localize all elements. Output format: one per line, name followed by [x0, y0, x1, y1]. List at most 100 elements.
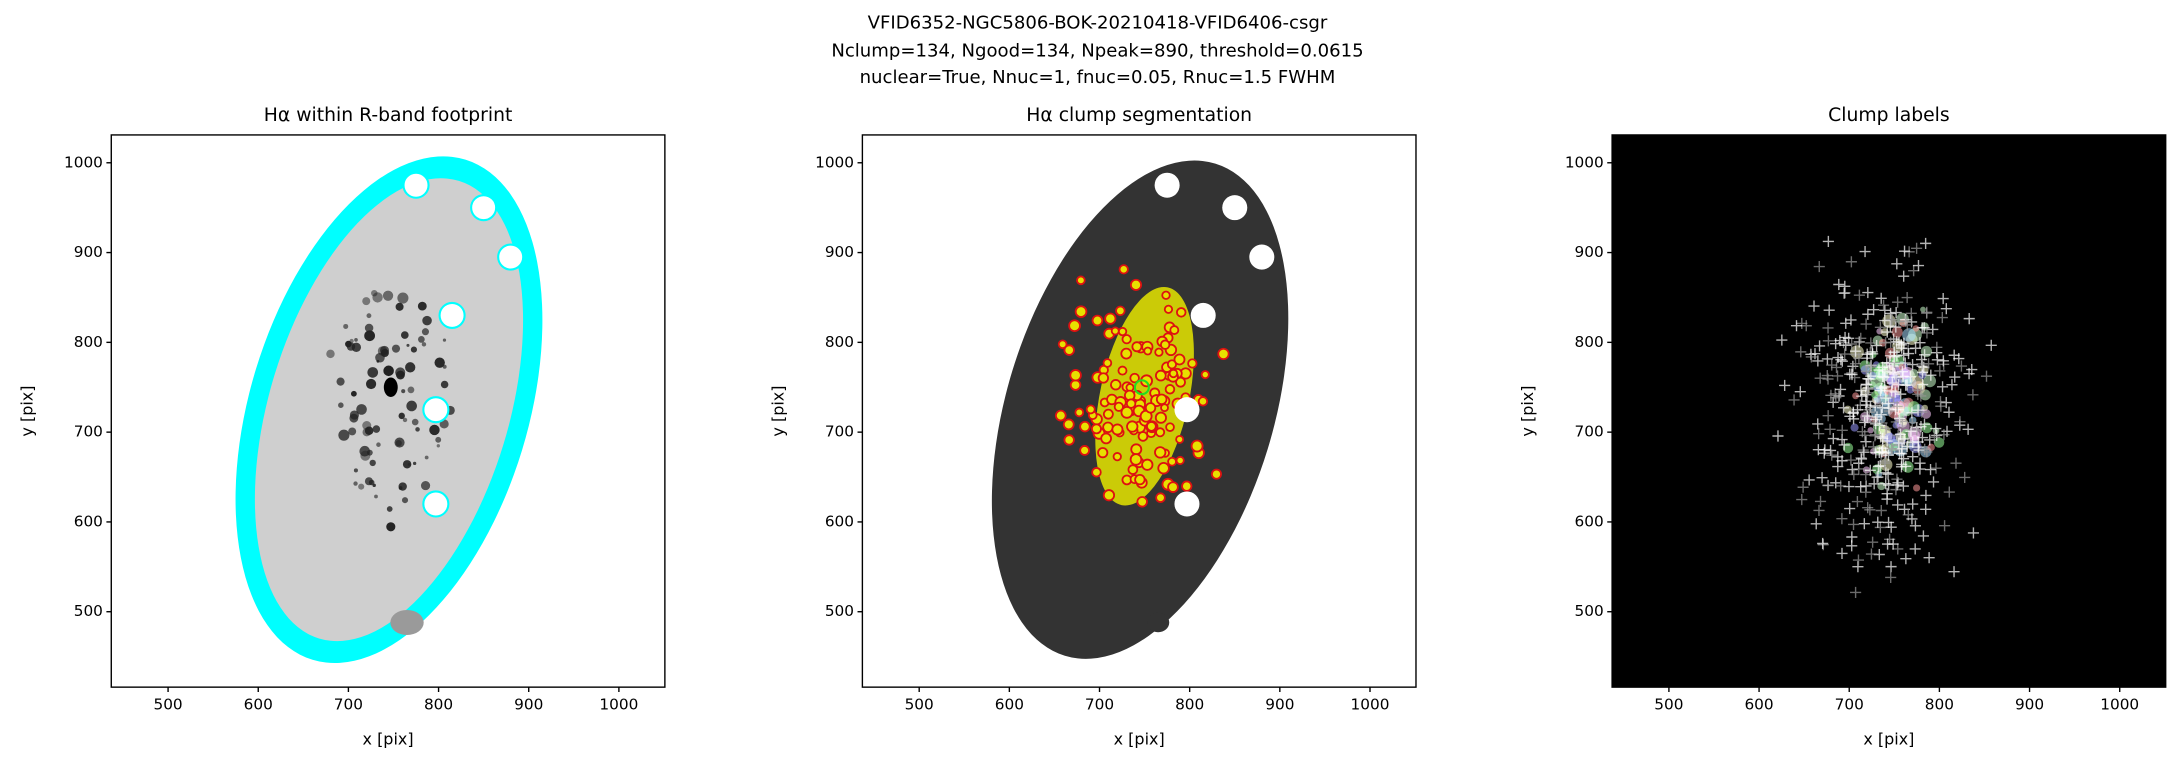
clump	[1068, 319, 1081, 333]
peak-marker	[1967, 527, 1979, 539]
peak-marker	[1882, 397, 1894, 410]
image	[991, 160, 1289, 659]
peak-marker	[1868, 478, 1880, 490]
peak-marker	[1814, 372, 1826, 384]
peak-marker	[1822, 373, 1834, 385]
peak-marker	[1850, 345, 1862, 357]
clump	[1167, 481, 1179, 493]
clump-label	[1850, 423, 1859, 432]
emission-knot	[401, 497, 409, 504]
peak-marker	[1885, 336, 1897, 348]
peak-marker	[1907, 498, 1919, 510]
suptitle: nuclear=True, Nnuc=1, fnuc=0.05, Rnuc=1.…	[860, 67, 1336, 88]
peak-marker	[1880, 392, 1892, 404]
peak-marker	[1845, 256, 1857, 268]
clump	[1097, 372, 1109, 384]
emission-knot	[326, 349, 335, 359]
clump-label	[1902, 328, 1916, 342]
clump	[1069, 379, 1082, 391]
peak-marker	[1879, 365, 1891, 377]
peak-marker	[1946, 379, 1958, 391]
emission-knot	[412, 461, 417, 466]
star-mask	[1249, 244, 1275, 270]
peak-marker	[1790, 320, 1803, 332]
peak-marker	[1880, 467, 1892, 479]
peak-marker	[1882, 468, 1894, 480]
peak-marker	[1890, 484, 1902, 496]
peak-marker	[1825, 389, 1837, 401]
emission-knot	[411, 418, 419, 426]
chart-title: Hα clump segmentation	[1026, 105, 1252, 126]
peak-marker	[1846, 338, 1858, 350]
clump	[1187, 358, 1198, 369]
peak-marker	[1943, 486, 1955, 498]
peak-marker	[1886, 314, 1898, 326]
peak-marker	[1875, 504, 1887, 517]
peak-marker	[1918, 322, 1930, 334]
peak-marker	[1855, 453, 1868, 465]
peak-marker	[1847, 406, 1859, 418]
peak-marker	[1905, 307, 1917, 319]
peak-marker	[1882, 449, 1895, 461]
clump	[1159, 339, 1171, 350]
x-tick-label: 1000	[2100, 696, 2139, 714]
clump	[1102, 421, 1114, 434]
peak-marker	[1872, 516, 1884, 528]
clump	[1062, 418, 1075, 431]
clump-label	[1933, 437, 1945, 448]
clump-label	[1913, 484, 1921, 492]
clump	[1120, 347, 1133, 360]
peak-marker	[1831, 370, 1844, 382]
clump-label	[1920, 306, 1926, 313]
emission-knot	[429, 424, 440, 436]
emission-knot	[415, 427, 420, 432]
peak-marker	[1948, 566, 1960, 578]
clump	[1054, 409, 1067, 422]
clump	[1057, 339, 1068, 350]
x-tick-label: 1000	[599, 696, 638, 714]
peak-marker	[1899, 357, 1911, 369]
y-axis-label: y [pix]	[1518, 386, 1537, 437]
emission-knot	[397, 292, 409, 304]
peak-marker	[1853, 352, 1865, 364]
peak-marker	[1895, 339, 1907, 351]
emission-knot	[396, 370, 405, 380]
peak-marker	[1879, 315, 1891, 327]
clump	[1168, 368, 1179, 379]
clump	[1197, 396, 1209, 407]
image	[1612, 134, 2166, 688]
peak-marker	[1914, 457, 1926, 469]
emission-knot	[350, 390, 357, 397]
axes-frame	[1611, 134, 2167, 688]
peak-marker	[1901, 319, 1913, 331]
peak-marker	[1830, 392, 1842, 404]
star-mask	[1222, 195, 1248, 221]
peak-marker	[1927, 476, 1940, 488]
clump	[1130, 443, 1143, 456]
y-tick-label: 600	[1575, 512, 1604, 530]
peak-marker	[1889, 386, 1901, 398]
clump	[1104, 312, 1117, 325]
star-mask	[470, 194, 498, 222]
peak-marker	[1858, 446, 1870, 458]
peak-marker	[1885, 571, 1897, 583]
peak-marker	[1856, 390, 1868, 402]
peak-marker	[1893, 437, 1905, 449]
emission-knot	[364, 426, 374, 436]
peak-marker	[1812, 355, 1824, 367]
peak-marker	[1813, 504, 1825, 517]
clump	[1079, 445, 1091, 456]
peak-marker	[1838, 439, 1850, 451]
peak-marker	[1832, 460, 1844, 473]
peak-marker	[1907, 451, 1919, 463]
axes-frame	[861, 134, 1417, 688]
peak-marker	[1821, 353, 1833, 365]
peak-marker	[1902, 347, 1915, 360]
peak-marker	[1980, 370, 1993, 382]
peak-marker	[1839, 331, 1851, 344]
clump	[1154, 411, 1167, 424]
peak-marker	[1908, 265, 1920, 277]
peak-marker	[1847, 360, 1859, 372]
peak-marker	[1907, 436, 1919, 448]
